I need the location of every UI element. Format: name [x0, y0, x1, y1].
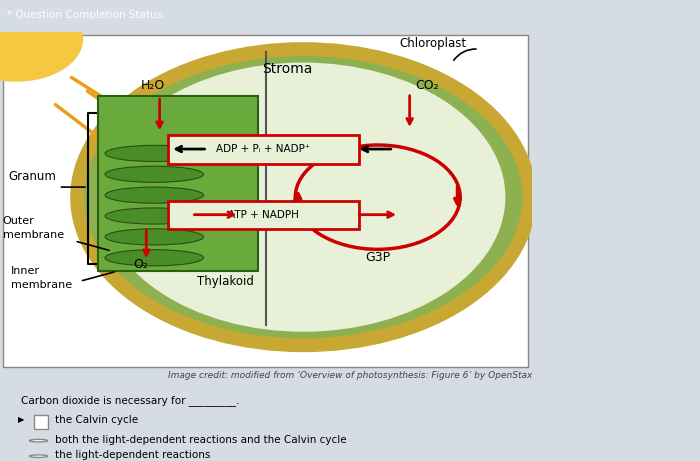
FancyBboxPatch shape [34, 415, 48, 429]
Text: Stroma: Stroma [262, 62, 312, 76]
Text: H₂O: H₂O [141, 79, 165, 93]
Ellipse shape [77, 49, 529, 345]
Text: Chloroplast: Chloroplast [399, 37, 466, 50]
FancyBboxPatch shape [167, 135, 359, 164]
Text: Inner
membrane: Inner membrane [10, 266, 72, 290]
FancyBboxPatch shape [99, 96, 258, 271]
Text: Outer
membrane: Outer membrane [3, 216, 64, 240]
Ellipse shape [105, 250, 204, 266]
Text: ▶: ▶ [18, 415, 24, 425]
FancyBboxPatch shape [167, 201, 359, 229]
Text: both the light-dependent reactions and the Calvin cycle: both the light-dependent reactions and t… [55, 435, 346, 445]
Text: ADP + Pᵢ + NADP⁺: ADP + Pᵢ + NADP⁺ [216, 144, 311, 154]
Circle shape [29, 439, 48, 442]
Ellipse shape [105, 208, 204, 224]
Ellipse shape [105, 166, 204, 183]
Text: ATP + NADPH: ATP + NADPH [228, 210, 299, 220]
Ellipse shape [101, 63, 505, 332]
Ellipse shape [105, 229, 204, 245]
Text: the light-dependent reactions: the light-dependent reactions [55, 450, 210, 461]
FancyBboxPatch shape [3, 35, 528, 367]
Text: * Question Completion Status:: * Question Completion Status: [7, 10, 166, 20]
Text: CO₂: CO₂ [415, 79, 439, 93]
Ellipse shape [105, 187, 204, 203]
Text: G3P: G3P [365, 251, 391, 264]
Text: O₂: O₂ [133, 258, 148, 271]
Text: the Calvin cycle: the Calvin cycle [55, 415, 138, 426]
Circle shape [29, 455, 48, 457]
Text: Carbon dioxide is necessary for _________.: Carbon dioxide is necessary for ________… [21, 395, 239, 406]
Ellipse shape [0, 0, 83, 81]
Text: Granum: Granum [8, 171, 56, 183]
Text: Thylakoid: Thylakoid [197, 275, 253, 288]
Ellipse shape [105, 145, 204, 161]
Text: Image credit: modified from ‘Overview of photosynthesis: Figure 6’ by OpenStax: Image credit: modified from ‘Overview of… [168, 371, 532, 380]
